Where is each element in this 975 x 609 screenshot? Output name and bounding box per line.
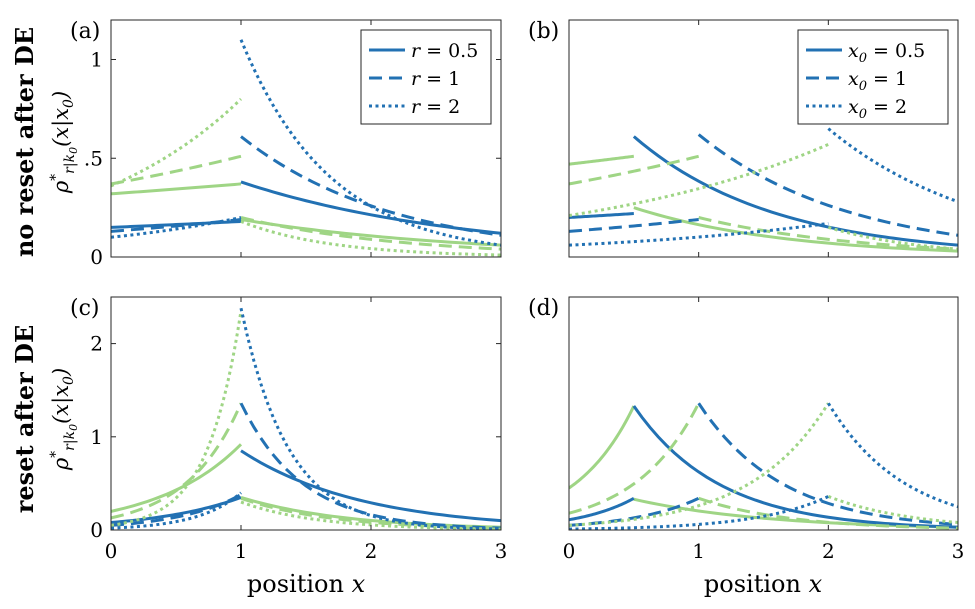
series-line-left [569, 212, 634, 219]
series-line-right [697, 402, 958, 526]
legend-label: r = 0.5 [411, 40, 478, 62]
panel-label: (c) [70, 296, 100, 321]
series-line-left [111, 310, 243, 527]
x-tick-label: 3 [495, 539, 508, 563]
series-line-left [569, 217, 699, 233]
axes-frame [568, 19, 959, 258]
panel-d: 0 1 2 3 (d) [528, 296, 964, 563]
legend: x0 = 0.5x0 = 1x0 = 2 [797, 29, 949, 125]
legend-label: x0 = 2 [848, 96, 907, 122]
svg-text:ρ*r|k0(x|x0): ρ*r|k0(x|x0) [48, 368, 80, 471]
series-line-left [111, 493, 242, 527]
y-tick-label: 1 [90, 48, 103, 72]
series-line-right [632, 135, 958, 247]
series-line-left [111, 443, 243, 513]
y-tick-label: 2 [90, 332, 103, 356]
y-tick-label: 0 [90, 245, 103, 269]
x-tick-label: 0 [563, 539, 576, 563]
series-line-left [111, 97, 243, 188]
x-tick-label: 2 [822, 539, 835, 563]
panel-b: (b) x0 = 0.5x0 = 1x0 = 2 [528, 19, 959, 258]
x-tick-label: 3 [952, 539, 965, 563]
panel-label: (d) [528, 296, 559, 321]
series-line-right [240, 449, 501, 523]
legend-label: r = 1 [411, 68, 460, 90]
series-line-right [827, 495, 958, 525]
series-line-left [111, 216, 242, 239]
series-line-right [240, 217, 501, 247]
series-line-right [239, 39, 501, 247]
y-axis-label-top: ρ*r|k0(x|x0) [48, 91, 80, 194]
panel-a: 0 .5 1 (a) r = 0.5 r = 1 r = 2 [70, 19, 502, 269]
row-label-bottom: reset after DE [10, 325, 39, 513]
series-line-right [240, 216, 501, 251]
series-line-right [698, 496, 958, 530]
series-line-left [569, 221, 829, 247]
series-line-left [111, 217, 242, 233]
y-tick-label: 1 [90, 425, 103, 449]
series-line-right [827, 127, 958, 204]
legend-box [797, 29, 949, 125]
axes-frame [110, 296, 502, 531]
legend: r = 0.5 r = 1 r = 2 [360, 29, 492, 125]
svg-text:ρ*r|k0(x|x0): ρ*r|k0(x|x0) [48, 91, 80, 194]
series-line-right [240, 496, 501, 530]
x-axis-label-left: position x [247, 570, 366, 598]
y-tick-label: 0 [90, 518, 103, 542]
series-group [569, 127, 958, 253]
legend-label: x0 = 0.5 [848, 40, 925, 66]
x-tick-label: 1 [235, 539, 248, 563]
series-line-right [240, 180, 501, 235]
series-line-right [827, 225, 958, 251]
series-line-right [633, 206, 958, 253]
series-group [569, 402, 958, 530]
panel-c: 0 1 2 3 0 1 2 (c) [70, 296, 507, 563]
series-line-left [569, 143, 829, 218]
series-line-left [569, 402, 701, 515]
panel-label: (b) [528, 19, 559, 44]
series-line-left [111, 182, 242, 196]
series-line-left [569, 495, 829, 530]
axes-frame [110, 19, 502, 258]
series-line-right [240, 135, 501, 237]
series-line-left [569, 496, 635, 522]
y-tick-label: .5 [84, 146, 103, 170]
series-line-left [569, 405, 636, 490]
series-group [111, 307, 501, 530]
legend-label: x0 = 1 [848, 68, 907, 94]
legend-label: r = 2 [411, 96, 460, 118]
series-line-right [240, 500, 501, 530]
row-label-top: no reset after DE [10, 27, 39, 257]
series-line-right [698, 216, 958, 251]
series-line-right [697, 133, 958, 237]
series-group [111, 39, 501, 257]
x-tick-label: 0 [105, 539, 118, 563]
series-line-left [111, 154, 242, 186]
series-line-left [111, 495, 242, 525]
series-line-right [633, 497, 958, 529]
y-axis-label-bottom: ρ*r|k0(x|x0) [48, 368, 80, 471]
series-line-left [111, 402, 243, 520]
x-tick-label: 1 [692, 539, 705, 563]
series-line-left [569, 402, 830, 527]
series-line-left [111, 491, 242, 530]
series-line-left [569, 154, 635, 166]
x-axis-label-right: position x [704, 570, 823, 598]
axes-frame [568, 296, 959, 531]
series-line-right [827, 402, 958, 509]
x-tick-label: 2 [365, 539, 378, 563]
series-line-right [239, 307, 501, 530]
panel-label: (a) [70, 19, 100, 44]
legend-box [360, 29, 492, 125]
series-line-right [632, 405, 958, 529]
series-line-left [569, 154, 700, 186]
